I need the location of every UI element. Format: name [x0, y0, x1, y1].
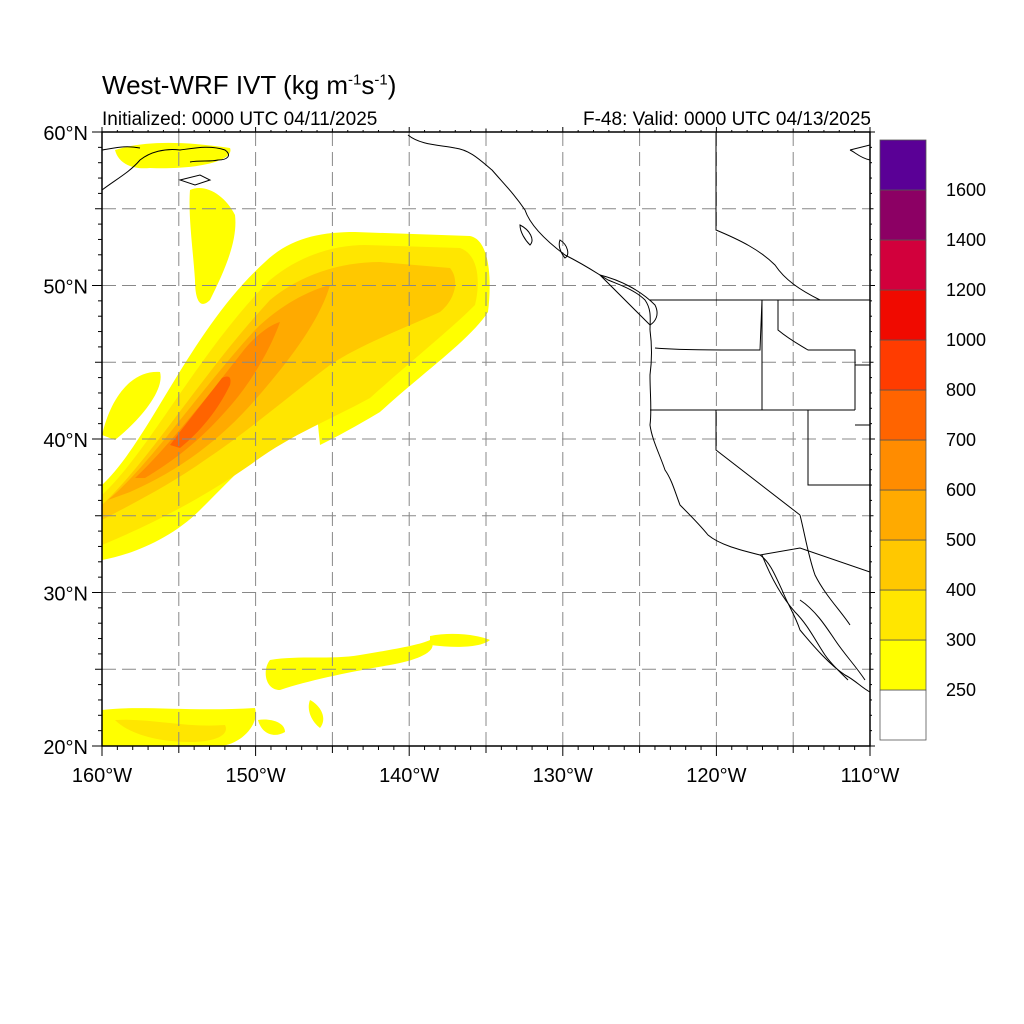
canada-interior	[715, 132, 821, 301]
colorbar-swatch	[879, 539, 927, 591]
colorbar-swatch	[879, 639, 927, 691]
x-tick-label: 160°W	[72, 765, 132, 787]
y-tick-label: 50°N	[43, 277, 88, 299]
y-tick-label: 20°N	[43, 737, 88, 759]
montana-border	[855, 364, 870, 426]
nevada-utah-border	[807, 410, 870, 486]
initialized-time: Initialized: 0000 UTC 04/11/2025	[102, 109, 378, 130]
ivt-patch-subtropical-1	[265, 640, 433, 690]
colorbar-swatch	[879, 589, 927, 641]
valid-time: F-48: Valid: 0000 UTC 04/13/2025	[583, 109, 871, 130]
colorbar-label: 400	[946, 580, 976, 600]
mexico-border	[759, 547, 870, 573]
coastlines	[102, 132, 870, 693]
colorbar-swatch	[879, 289, 927, 341]
x-tick-label: 130°W	[533, 765, 593, 787]
x-tick-label: 120°W	[686, 765, 746, 787]
y-tick-label: 30°N	[43, 584, 88, 606]
colorbar-label: 800	[946, 380, 976, 400]
y-tick-label: 60°N	[43, 123, 88, 145]
gulf-of-california	[799, 514, 851, 626]
colorbar-label: 300	[946, 630, 976, 650]
colorbar-swatch	[879, 339, 927, 391]
colorbar-label: 600	[946, 480, 976, 500]
ivt-patch-subtropical-4	[258, 719, 285, 735]
ivt-patch-subtropical-3	[308, 700, 324, 728]
ivt-contour-700	[170, 376, 231, 448]
colorbar: 250 300 400 500 600 700 800 1000 1200 1400 1600	[879, 139, 986, 741]
x-tick-label: 110°W	[841, 765, 900, 787]
southeast-alaska-coast	[407, 134, 870, 331]
colorbar-label: 1000	[946, 330, 986, 350]
colorbar-swatch	[879, 489, 927, 541]
baja-peninsula	[761, 554, 866, 681]
colorbar-swatch	[879, 389, 927, 441]
ivt-patch-subtropical-2	[430, 633, 490, 647]
colorbar-label: 700	[946, 430, 976, 450]
axis-tick-labels: 160°W 150°W 140°W 130°W 120°W 110°W 60°N 50°N 40…	[43, 123, 899, 787]
axis-ticks	[92, 127, 875, 756]
colorbar-label: 250	[946, 680, 976, 700]
colorbar-label: 1600	[946, 180, 986, 200]
colorbar-label: 1200	[946, 280, 986, 300]
colorbar-label: 500	[946, 530, 976, 550]
idaho-border	[761, 300, 856, 410]
ivt-patch-alaska	[115, 142, 231, 169]
alaska-coast	[102, 146, 229, 191]
ivt-patch-hawaii-inner	[115, 719, 226, 742]
colorbar-swatch	[879, 139, 927, 191]
map-title: West-WRF IVT (kg m-1s-1)	[102, 70, 397, 100]
colorbar-swatch	[879, 689, 927, 741]
ivt-shading	[102, 142, 490, 746]
x-tick-label: 150°W	[225, 765, 285, 787]
california-nevada-border	[715, 410, 801, 516]
ivt-patch-west	[102, 371, 161, 440]
y-tick-label: 40°N	[43, 430, 88, 452]
bc-islands	[519, 224, 658, 326]
ivt-patch-gulf	[189, 187, 236, 304]
colorbar-label: 1400	[946, 230, 986, 250]
colorbar-swatch	[879, 239, 927, 291]
washington-oregon-border	[654, 299, 763, 351]
colorbar-swatch	[879, 439, 927, 491]
us-west-coast	[649, 329, 870, 693]
x-tick-label: 140°W	[379, 765, 439, 787]
colorbar-swatch	[879, 189, 927, 241]
